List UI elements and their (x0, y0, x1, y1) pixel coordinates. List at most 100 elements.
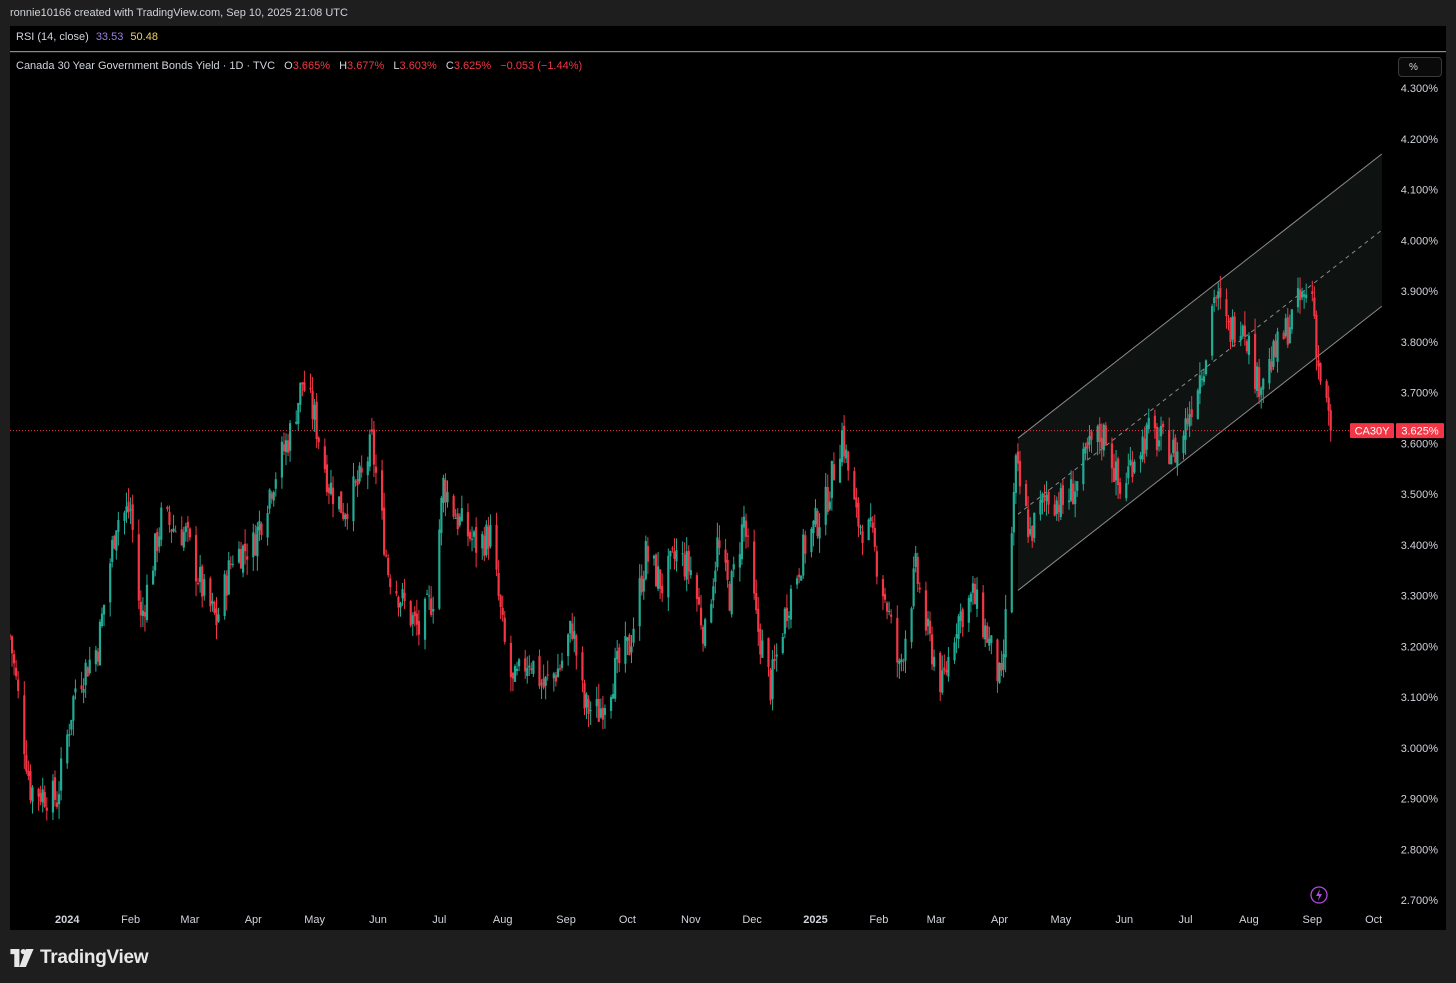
candle-body (1213, 297, 1216, 304)
candle-body (998, 662, 1001, 683)
candle-body (730, 571, 733, 615)
footer-brand: TradingView (40, 947, 149, 968)
candle-body (45, 807, 48, 811)
candle-body (217, 614, 220, 622)
legend-high-value: 3.677% (347, 60, 385, 72)
price-chart[interactable]: 4.300% 4.200% 4.100% 4.000% 3.900% 3.800% 3.70… (10, 53, 1446, 930)
candle-body (268, 489, 271, 509)
legend-close-label: C (445, 60, 454, 72)
candle-body (352, 476, 355, 522)
candle-body (573, 631, 576, 639)
candle-body (125, 506, 128, 513)
x-tick-label: Jul (432, 914, 446, 926)
candle-body (1276, 331, 1279, 362)
candle-body (699, 607, 703, 626)
candle-body (656, 566, 660, 589)
candle-body (84, 662, 87, 686)
candle-body (227, 560, 230, 595)
candle-body (1211, 306, 1214, 356)
symbol-tag-text: CA30Y (1355, 426, 1391, 438)
y-tick-label: 3.800% (1401, 337, 1439, 349)
candle-body (225, 575, 228, 596)
candle-body (1100, 437, 1103, 449)
candle-body (387, 557, 390, 576)
candle-body (740, 524, 744, 560)
price-chart-pane[interactable]: 4.300% 4.200% 4.100% 4.000% 3.900% 3.800% 3.70… (10, 53, 1446, 930)
candle-body (182, 532, 185, 548)
unit-toggle-button[interactable]: % (1398, 57, 1442, 77)
candle-body (39, 792, 42, 802)
candle-body (1219, 287, 1222, 298)
candle-body (403, 592, 406, 601)
candle-body (452, 495, 455, 517)
candle-body (280, 441, 284, 478)
candle-body (331, 487, 335, 505)
candle-body (916, 556, 919, 585)
candle-body (583, 683, 586, 709)
candle-body (697, 596, 701, 605)
candle-body (632, 628, 635, 643)
candle-body (861, 531, 864, 544)
channel-middle-line (1017, 229, 1383, 515)
rsi-pane[interactable]: RSI (14, close) 33.53 50.48 (10, 26, 1446, 52)
candle-body (986, 625, 989, 643)
candle-body (481, 534, 484, 549)
candle-body (1256, 366, 1259, 391)
candle-body (1029, 528, 1032, 535)
candle-body (55, 802, 59, 807)
candle-body (869, 517, 872, 522)
candle-body (1147, 417, 1150, 430)
candle-body (1031, 525, 1034, 541)
candle-body (237, 548, 241, 563)
candle-body (896, 617, 899, 663)
candle-body (468, 532, 472, 539)
candle-body (25, 754, 28, 772)
legend-low-label: L (393, 60, 400, 72)
candle-body (96, 651, 100, 662)
candle-body (785, 607, 788, 622)
candle-body (368, 434, 371, 467)
candle-body (1125, 483, 1128, 499)
candle-body (100, 613, 104, 627)
candle-body (1102, 424, 1105, 451)
candle-body (338, 496, 341, 510)
y-tick-label: 4.300% (1401, 83, 1439, 95)
candle-body (603, 708, 607, 715)
candle-body (589, 710, 592, 712)
candle-body (370, 429, 373, 432)
x-tick-label: Feb (869, 914, 888, 926)
candle-body (796, 578, 799, 585)
candle-body (569, 620, 572, 634)
candle-body (166, 506, 169, 510)
candle-body (1172, 439, 1175, 454)
candle-body (898, 660, 901, 664)
candle-body (489, 524, 492, 547)
candle-body (1311, 291, 1314, 295)
x-tick-label: Nov (681, 914, 701, 926)
candle-body (744, 520, 748, 537)
candle-body (1170, 455, 1173, 465)
candle-body (139, 601, 142, 616)
x-tick-label: Apr (245, 914, 262, 926)
candle-body (266, 513, 269, 538)
candle-body (1012, 491, 1015, 533)
candle-body (755, 593, 758, 611)
candle-body (599, 708, 602, 718)
candle-body (1258, 367, 1261, 398)
candle-body (646, 546, 649, 562)
candle-body (540, 683, 543, 685)
candle-body (260, 523, 263, 535)
y-tick-label: 4.200% (1401, 134, 1439, 146)
x-tick-label: Aug (1239, 914, 1259, 926)
candle-body (746, 535, 750, 537)
candle-body (990, 635, 993, 644)
candle-body (1043, 495, 1046, 497)
candle-body (317, 437, 320, 443)
candle-body (274, 479, 277, 489)
candle-body (1014, 455, 1017, 493)
candle-body (873, 527, 876, 547)
candle-body (442, 477, 445, 503)
candle-body (1188, 413, 1191, 427)
candle-body (495, 524, 498, 570)
candle-body (654, 554, 658, 587)
